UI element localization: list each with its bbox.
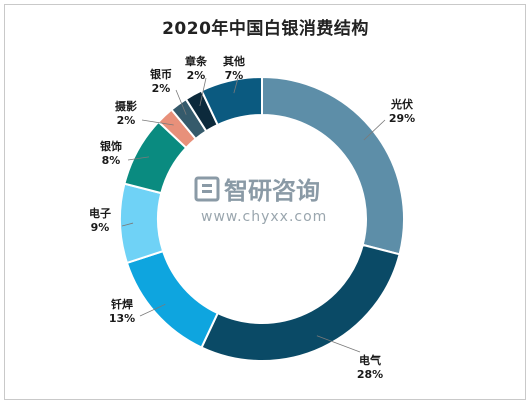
- slice-value-8: 7%: [225, 69, 244, 82]
- watermark: 智研咨询 www.chyxx.com: [194, 176, 327, 225]
- slice-label-0: 光伏: [390, 97, 413, 111]
- slice-0: [261, 75, 405, 256]
- slice-3: [119, 182, 165, 265]
- leader-line-5: [141, 119, 174, 126]
- slice-1: [200, 243, 401, 362]
- leader-line-3: [121, 222, 134, 227]
- slice-8: [200, 75, 263, 127]
- slice-value-2: 13%: [109, 312, 135, 325]
- leader-line-8: [233, 77, 239, 94]
- slice-value-7: 2%: [187, 69, 206, 82]
- slice-label-8: 其他: [223, 54, 245, 68]
- watermark-name: 智研咨询: [224, 177, 320, 205]
- slices-group: [119, 75, 405, 362]
- leader-line-7: [199, 77, 207, 107]
- slice-label-2: 钎焊: [111, 297, 133, 311]
- slice-value-5: 2%: [117, 114, 136, 127]
- slice-value-3: 9%: [91, 221, 110, 234]
- leader-line-0: [363, 119, 386, 141]
- slice-value-1: 28%: [357, 368, 383, 381]
- slice-label-4: 银饰: [100, 139, 122, 153]
- watermark-url: www.chyxx.com: [201, 209, 327, 225]
- leader-lines-group: [121, 77, 386, 353]
- watermark-logo-icon: [194, 176, 220, 202]
- slice-value-6: 2%: [152, 82, 171, 95]
- slice-label-5: 摄影: [115, 99, 137, 113]
- leader-line-1: [316, 335, 361, 353]
- leader-line-2: [139, 303, 166, 317]
- chart-title: 2020年中国白银消费结构: [162, 19, 369, 39]
- slice-2: [125, 249, 220, 349]
- slice-label-3: 电子: [89, 206, 111, 220]
- slice-value-4: 8%: [102, 154, 121, 167]
- leader-line-6: [175, 89, 187, 115]
- slice-label-7: 章条: [185, 54, 208, 68]
- slice-label-6: 银币: [150, 67, 172, 81]
- slice-value-0: 29%: [389, 112, 415, 125]
- slice-label-1: 电气: [359, 353, 381, 367]
- leader-line-4: [127, 156, 150, 161]
